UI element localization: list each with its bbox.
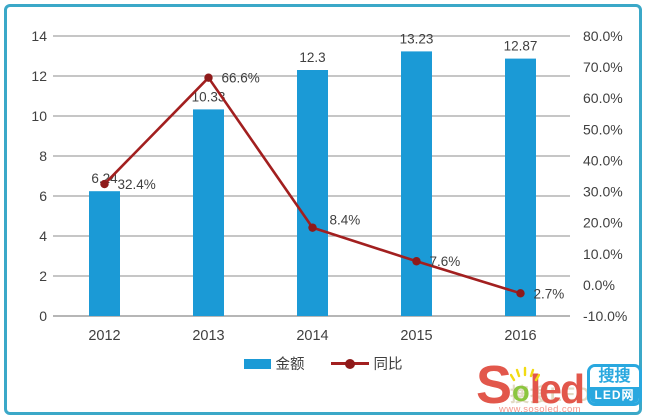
x-axis-label: 2015 [400,328,432,344]
line-point [204,73,213,82]
left-axis-tick: 8 [39,148,47,164]
bar-value-label: 6.24 [91,171,118,186]
bar-value-label: 12.87 [504,39,538,54]
right-axis-tick: 30.0% [583,184,623,200]
brand-logo: S o led 搜搜 LED网 [476,354,642,415]
line-value-label: 32.4% [118,177,156,192]
bar-value-label: 13.23 [400,31,434,46]
right-axis-tick: 10.0% [583,246,623,262]
bar [193,109,224,317]
line-marker-icon [344,358,355,369]
bar [89,191,120,316]
legend-label-yoy: 同比 [373,357,403,373]
line-point [308,223,317,232]
bar-value-label: 10.33 [192,89,226,104]
line-value-label: 8.4% [330,213,361,228]
legend-item-yoy: 同比 [330,353,403,374]
left-axis-tick: 10 [31,108,47,124]
left-axis-tick: 4 [39,228,47,244]
bar [297,70,328,316]
bar-value-label: 12.3 [299,50,325,65]
line-value-label: 7.6% [430,254,461,269]
chart-legend: 金额 同比 [0,353,646,374]
line-point [412,257,421,266]
right-axis-tick: 20.0% [583,215,623,231]
brand-letter-o-wrap: o [510,366,541,407]
bar [505,58,536,316]
x-axis-label: 2013 [192,328,224,344]
x-axis-label: 2012 [88,328,120,344]
bar-swatch-icon [243,358,271,369]
left-axis-tick: 0 [39,308,47,324]
line-value-label: 66.6% [222,71,260,86]
left-axis-tick: 14 [31,28,47,44]
brand-letter-s: S [476,354,513,415]
right-axis-tick: -10.0% [583,308,627,324]
right-axis-tick: 70.0% [583,59,623,75]
legend-label-amount: 金额 [275,357,305,373]
x-axis-label: 2014 [296,328,328,344]
right-axis-tick: 50.0% [583,121,623,137]
brand-letter-o: o [512,376,530,408]
x-axis-label: 2016 [504,328,536,344]
led-badge: 搜搜 LED网 [587,364,642,406]
badge-bottom-text: LED网 [590,387,639,403]
line-value-label: 2.7% [534,286,565,301]
line-swatch-icon [330,358,369,369]
left-axis-tick: 2 [39,268,47,284]
right-axis-tick: 80.0% [583,28,623,44]
legend-item-amount: 金额 [243,353,305,374]
right-axis-tick: 0.0% [583,277,615,293]
line-point [516,289,525,298]
left-axis-tick: 6 [39,188,47,204]
sun-rays-icon [510,366,541,382]
watermark-url: www.sosoled.com [498,404,581,415]
bar [401,51,432,317]
left-axis-tick: 12 [31,68,47,84]
badge-top-text: 搜搜 [590,367,639,387]
sosoled-watermark: 搜搜LED网 S o led 搜搜 LED网 [470,341,645,419]
right-axis-tick: 40.0% [583,152,623,168]
watermark-ghost-text: 搜搜LED网 [509,385,611,406]
right-axis-tick: 60.0% [583,90,623,106]
line-point [100,179,109,189]
